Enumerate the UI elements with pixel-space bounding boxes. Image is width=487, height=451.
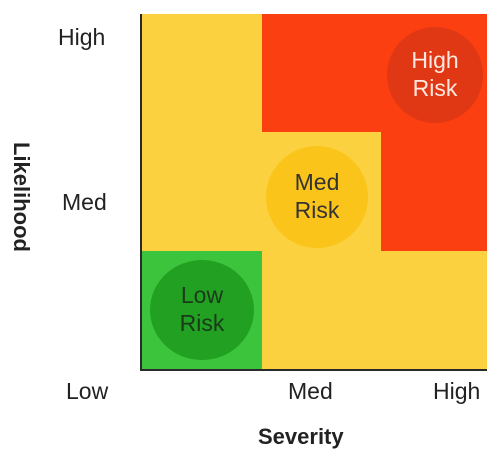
low-risk-badge: Low Risk bbox=[150, 260, 254, 360]
high-risk-label-line1: High bbox=[411, 47, 459, 74]
y-tick-low: Low bbox=[66, 378, 109, 404]
y-axis-title: Likelihood bbox=[9, 142, 34, 252]
risk-matrix: High Risk Med Risk Low Risk bbox=[140, 14, 487, 371]
y-tick-high: High bbox=[58, 24, 106, 50]
low-risk-label-line1: Low bbox=[180, 282, 224, 309]
med-risk-badge: Med Risk bbox=[266, 146, 368, 248]
y-tick-med: Med bbox=[62, 189, 107, 215]
x-tick-high: High bbox=[433, 378, 481, 404]
high-risk-badge: High Risk bbox=[387, 27, 483, 123]
med-risk-label-line2: Risk bbox=[294, 197, 340, 223]
low-risk-label-line2: Risk bbox=[179, 310, 225, 336]
x-tick-med: Med bbox=[288, 378, 333, 404]
high-risk-zone-lower bbox=[381, 132, 487, 251]
med-risk-label-line1: Med bbox=[294, 169, 340, 196]
high-risk-label-line2: Risk bbox=[412, 75, 458, 101]
x-axis-title: Severity bbox=[258, 424, 344, 449]
